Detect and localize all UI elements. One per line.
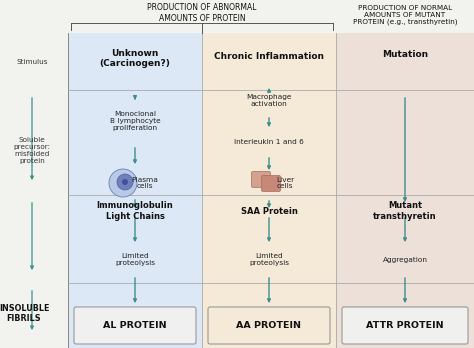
Text: Immunoglobulin
Light Chains: Immunoglobulin Light Chains [97,201,173,221]
Text: Macrophage
activation: Macrophage activation [246,94,292,106]
Text: ATTR PROTEIN: ATTR PROTEIN [366,322,444,331]
Text: Limited
proteolysis: Limited proteolysis [115,253,155,267]
Text: Plasma
cells: Plasma cells [132,176,158,190]
Text: Interleukin 1 and 6: Interleukin 1 and 6 [234,139,304,145]
Bar [336,33,474,348]
Circle shape [109,169,137,197]
Text: Mutation: Mutation [382,50,428,59]
Text: SAA Protein: SAA Protein [241,206,298,215]
FancyBboxPatch shape [262,175,281,191]
Text: Chronic Inflammation: Chronic Inflammation [214,52,324,61]
Bar [68,33,202,348]
Text: PRODUCTION OF ABNORMAL
AMOUNTS OF PROTEIN: PRODUCTION OF ABNORMAL AMOUNTS OF PROTEI… [147,3,257,23]
Text: Soluble
precursor:
misfolded
protein: Soluble precursor: misfolded protein [13,137,51,164]
Text: AA PROTEIN: AA PROTEIN [237,322,301,331]
Text: Limited
proteolysis: Limited proteolysis [249,253,289,267]
Text: Aggregation: Aggregation [383,257,428,263]
Bar [202,33,336,348]
Text: Unknown
(Carcinogen?): Unknown (Carcinogen?) [100,49,171,68]
Text: Monoclonal
B lymphocyte
proliferation: Monoclonal B lymphocyte proliferation [109,111,160,131]
FancyBboxPatch shape [208,307,330,344]
FancyBboxPatch shape [342,307,468,344]
Text: Mutant
transthyretin: Mutant transthyretin [373,201,437,221]
FancyBboxPatch shape [252,172,271,188]
Text: Liver
cells: Liver cells [276,176,294,190]
FancyBboxPatch shape [74,307,196,344]
Circle shape [117,174,133,190]
Text: AL PROTEIN: AL PROTEIN [103,322,167,331]
Bar [0,0,68,348]
Circle shape [122,179,128,185]
Text: INSOLUBLE
FIBRILS: INSOLUBLE FIBRILS [0,304,49,323]
Text: PRODUCTION OF NORMAL
AMOUNTS OF MUTANT
PROTEIN (e.g., transthyretin): PRODUCTION OF NORMAL AMOUNTS OF MUTANT P… [353,5,457,25]
Bar [0,0,474,33]
Text: Stimulus: Stimulus [16,58,48,64]
